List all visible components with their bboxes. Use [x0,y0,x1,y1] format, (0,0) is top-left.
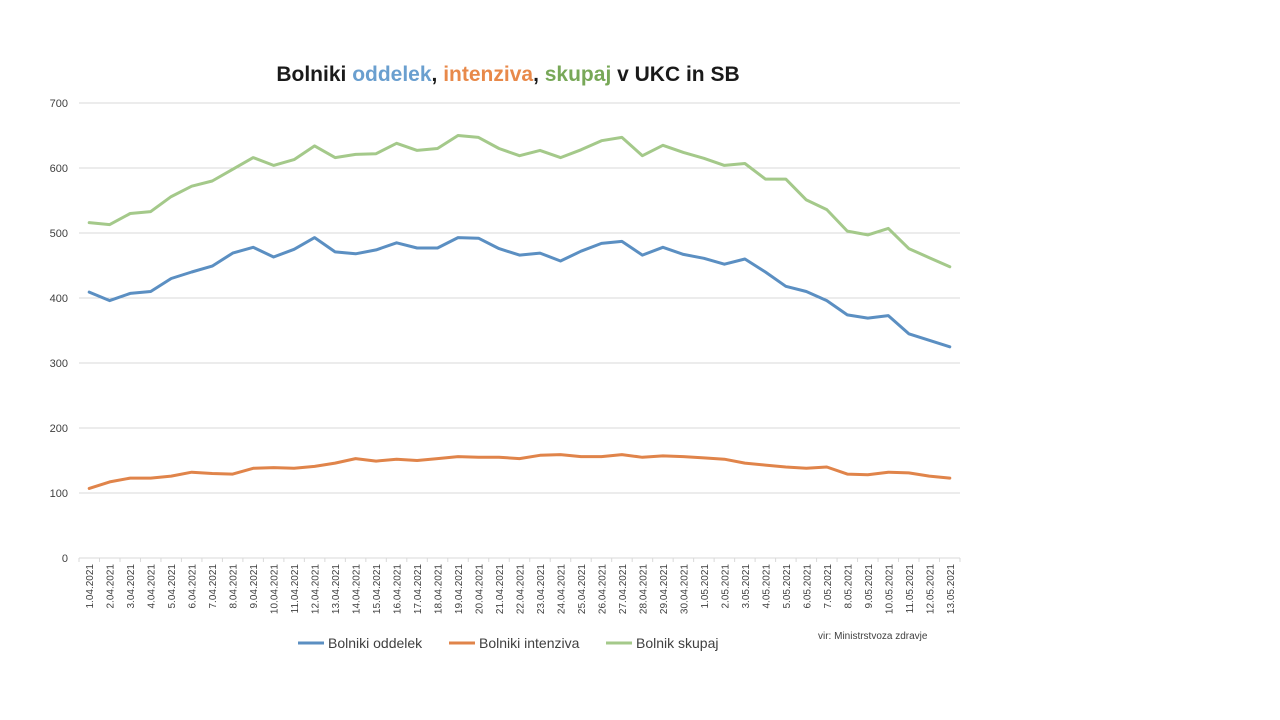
x-tick-label: 24.04.2021 [556,564,567,614]
title-part-0: Bolniki [276,63,352,86]
x-tick-label: 2.05.2021 [720,564,731,609]
x-tick-label: 6.05.2021 [802,564,813,609]
x-tick-label: 30.04.2021 [679,564,690,614]
y-tick-label: 400 [50,293,68,305]
x-tick-label: 2.04.2021 [106,564,117,609]
x-tick-label: 7.04.2021 [208,564,219,609]
x-tick-label: 7.05.2021 [823,564,834,609]
x-tick-label: 20.04.2021 [475,564,486,614]
series-line-bolniki-intenziva [87,453,952,490]
x-tick-label: 10.05.2021 [884,564,895,614]
title-part-2: , [432,63,444,86]
y-tick-label: 100 [50,488,68,500]
y-tick-label: 700 [50,98,68,110]
x-tick-label: 25.04.2021 [577,564,588,614]
title-part-6: v UKC in SB [611,63,739,86]
series-line-bolnik-skupaj [87,134,952,269]
title-part-3: intenziva [443,63,533,86]
x-tick-label: 5.04.2021 [167,564,178,609]
x-tick-label: 3.05.2021 [741,564,752,609]
x-tick-label: 4.05.2021 [761,564,772,609]
x-tick-label: 12.05.2021 [925,564,936,614]
x-tick-label: 22.04.2021 [516,564,527,614]
x-tick-label: 17.04.2021 [413,564,424,614]
x-tick-label: 27.04.2021 [618,564,629,614]
x-tick-label: 12.04.2021 [311,564,322,614]
series-line-bolniki-oddelek [87,236,952,349]
source-note: vir: Ministrstvoza zdravje [818,631,928,642]
title-part-4: , [533,63,545,86]
x-tick-label: 28.04.2021 [638,564,649,614]
x-tick-label: 5.05.2021 [782,564,793,609]
chart-title: Bolniki oddelek, intenziva, skupaj v UKC… [276,63,739,86]
y-tick-label: 500 [50,228,68,240]
legend: Bolniki oddelek Bolniki intenziva Bolnik s… [298,635,719,651]
x-tick-label: 8.05.2021 [843,564,854,609]
x-tick-label: 3.04.2021 [126,564,137,609]
x-tick-label: 29.04.2021 [659,564,670,614]
y-tick-label: 200 [50,423,68,435]
x-tick-label: 1.04.2021 [85,564,96,609]
x-tick-label: 10.04.2021 [270,564,281,614]
gridlines [79,102,960,559]
x-tick-label: 23.04.2021 [536,564,547,614]
x-tick-label: 11.05.2021 [905,564,916,614]
legend-label: Bolnik skupaj [636,635,719,651]
y-tick-label: 300 [50,358,68,370]
x-tick-label: 1.05.2021 [700,564,711,609]
x-tick-label: 8.04.2021 [229,564,240,609]
legend-label: Bolniki oddelek [328,635,423,651]
x-tick-label: 11.04.2021 [290,564,301,614]
x-axis-ticks: 1.04.2021 2.04.2021 3.04.2021 4.04.2021 5.04… [78,558,961,614]
title-part-5: skupaj [545,63,612,86]
series-lines [87,134,952,490]
x-tick-label: 6.04.2021 [188,564,199,609]
x-tick-label: 14.04.2021 [352,564,363,614]
legend-label: Bolniki intenziva [479,635,580,651]
x-tick-label: 4.04.2021 [147,564,158,609]
y-tick-label: 0 [62,553,68,565]
x-tick-label: 21.04.2021 [495,564,506,614]
y-axis-ticks: 0 100 200 300 400 500 600 700 [50,98,68,565]
y-tick-label: 600 [50,163,68,175]
x-tick-label: 18.04.2021 [434,564,445,614]
x-tick-label: 16.04.2021 [393,564,404,614]
title-part-1: oddelek [352,63,432,86]
x-tick-label: 26.04.2021 [597,564,608,614]
x-tick-label: 15.04.2021 [372,564,383,614]
x-tick-label: 9.04.2021 [249,564,260,609]
x-tick-label: 19.04.2021 [454,564,465,614]
x-tick-label: 9.05.2021 [864,564,875,609]
x-tick-label: 13.04.2021 [331,564,342,614]
x-tick-label: 13.05.2021 [946,564,957,614]
